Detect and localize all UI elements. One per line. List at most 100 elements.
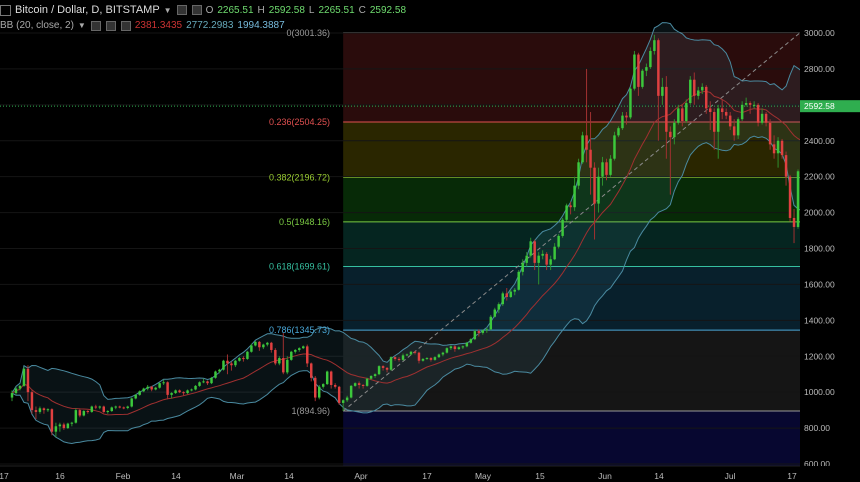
candle-body bbox=[441, 352, 445, 355]
chevron-down-icon[interactable]: ▼ bbox=[163, 5, 172, 15]
candle-body bbox=[94, 406, 98, 408]
time-axis-bg bbox=[0, 466, 860, 482]
candle-body bbox=[760, 113, 764, 123]
candle-body bbox=[685, 103, 688, 121]
price-tick-label: 2000.00 bbox=[804, 208, 835, 218]
candle-body bbox=[325, 371, 329, 385]
candle-body bbox=[784, 155, 788, 177]
candle-body bbox=[597, 176, 600, 204]
candle-body bbox=[38, 408, 42, 412]
candle-body bbox=[341, 400, 345, 403]
candle-body bbox=[397, 358, 401, 360]
candle-body bbox=[174, 390, 177, 394]
candle-body bbox=[649, 50, 652, 68]
candle-body bbox=[561, 219, 564, 236]
candle-body bbox=[70, 422, 74, 424]
candle-body bbox=[609, 158, 612, 175]
ohlc-close-value: 2592.58 bbox=[369, 4, 407, 16]
candle-body bbox=[290, 351, 293, 360]
candle-body bbox=[601, 162, 604, 177]
candle-body bbox=[569, 205, 572, 208]
candle-body bbox=[266, 342, 269, 345]
bb-lower-line bbox=[11, 135, 807, 445]
time-tick-label: 17 bbox=[0, 471, 9, 481]
symbol-title[interactable]: Bitcoin / Dollar, D, BITSTAMP bbox=[15, 4, 160, 16]
eye-icon[interactable] bbox=[90, 20, 101, 31]
candle-body bbox=[625, 115, 628, 118]
candle-body bbox=[736, 119, 740, 136]
candle-body bbox=[42, 408, 46, 411]
candle-body bbox=[389, 357, 393, 370]
candle-body bbox=[22, 368, 26, 386]
candle-body bbox=[521, 262, 524, 272]
fib-level-label: 0(3001.36) bbox=[286, 28, 330, 38]
candle-body bbox=[549, 259, 552, 265]
candle-body bbox=[226, 360, 229, 364]
candle-body bbox=[178, 390, 181, 393]
candle-body bbox=[545, 253, 548, 265]
candle-body bbox=[74, 410, 78, 423]
candle-body bbox=[693, 79, 696, 96]
candle-body bbox=[776, 140, 780, 154]
candle-body bbox=[621, 115, 624, 129]
ohlc-high-value: 2592.58 bbox=[268, 4, 305, 16]
time-tick-label: 17 bbox=[422, 471, 432, 481]
price-tick-label: 3000.00 bbox=[804, 28, 835, 38]
settings-icon[interactable] bbox=[191, 5, 202, 15]
candle-body bbox=[298, 348, 301, 350]
candle-body bbox=[709, 108, 712, 113]
price-tick-label: 2800.00 bbox=[804, 64, 835, 74]
last-price-badge bbox=[800, 100, 860, 113]
candle-body bbox=[605, 162, 608, 175]
candle-body bbox=[661, 86, 664, 96]
candle-body bbox=[780, 140, 784, 156]
candle-body bbox=[282, 358, 285, 373]
eye-icon[interactable] bbox=[176, 5, 187, 15]
candle-body bbox=[278, 358, 281, 364]
bb-lower-value: 1994.3887 bbox=[237, 20, 285, 31]
candle-body bbox=[66, 423, 70, 429]
candle-body bbox=[557, 235, 560, 247]
candle-body bbox=[381, 366, 385, 368]
candle-body bbox=[98, 406, 102, 408]
fibonacci-labels: 0(3001.36) 0.236(2504.25) 0.382(2196.72) 0.… bbox=[269, 28, 330, 416]
candle-body bbox=[186, 390, 189, 394]
fib-zone bbox=[343, 122, 800, 178]
time-axis: 17 16 Feb 14 Mar 14 Apr 17 May 15 Jun 14 Jul 17 bbox=[0, 465, 860, 482]
close-icon[interactable] bbox=[120, 20, 131, 31]
candle-body bbox=[501, 293, 505, 305]
candle-body bbox=[142, 388, 145, 392]
candle-body bbox=[26, 368, 30, 393]
price-tick-label: 600.00 bbox=[804, 459, 830, 469]
time-tick-label: Feb bbox=[116, 471, 131, 481]
candle-body bbox=[353, 383, 357, 386]
candle-body bbox=[158, 383, 161, 388]
settings-icon[interactable] bbox=[105, 20, 116, 31]
ohlc-open-value: 2265.51 bbox=[217, 4, 254, 16]
candle-body bbox=[421, 358, 425, 361]
candle-body bbox=[716, 108, 720, 132]
candle-body bbox=[126, 406, 129, 408]
chevron-down-icon[interactable]: ▼ bbox=[77, 21, 86, 30]
fib-level-label: 1(894.96) bbox=[291, 406, 330, 416]
candle-body bbox=[118, 406, 121, 408]
bb-label[interactable]: BB (20, close, 2) bbox=[0, 20, 74, 31]
candle-body bbox=[306, 346, 309, 364]
candle-body bbox=[477, 331, 481, 333]
candle-body bbox=[238, 358, 241, 361]
candle-body bbox=[509, 291, 512, 297]
candle-body bbox=[669, 131, 672, 138]
candle-body bbox=[198, 382, 201, 386]
candle-body bbox=[768, 122, 772, 145]
fib-level-label: 0.382(2196.72) bbox=[269, 172, 330, 182]
candle-body bbox=[437, 354, 441, 358]
candle-body bbox=[138, 391, 141, 395]
fibonacci-retracement bbox=[343, 32, 800, 468]
collapse-icon[interactable] bbox=[0, 4, 11, 16]
candle-body bbox=[529, 241, 532, 256]
candle-body bbox=[18, 385, 22, 389]
candle-body bbox=[541, 253, 544, 256]
ohlc-open-key: O bbox=[205, 4, 214, 16]
candle-body bbox=[593, 167, 596, 204]
